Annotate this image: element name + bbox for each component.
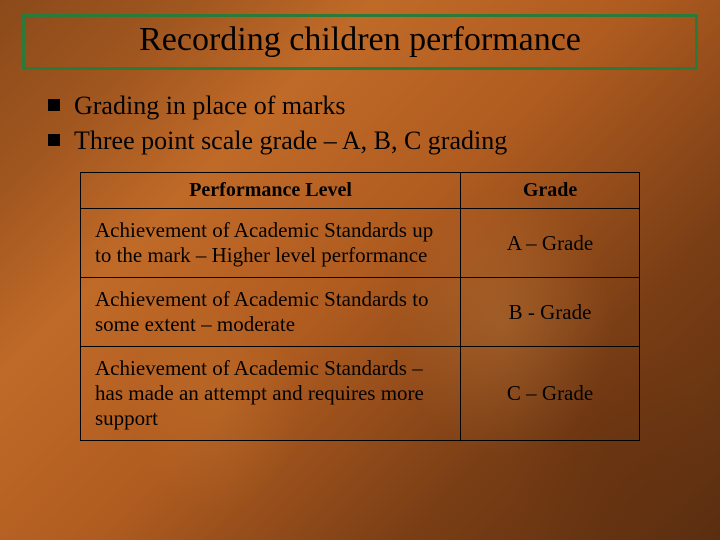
bullet-item: Grading in place of marks bbox=[46, 88, 698, 123]
grade-table-wrap: Performance Level Grade Achievement of A… bbox=[80, 172, 640, 441]
col-header-grade: Grade bbox=[461, 173, 640, 209]
perf-cell: Achievement of Academic Standards up to … bbox=[81, 209, 461, 278]
grade-cell: A – Grade bbox=[461, 209, 640, 278]
bullet-list: Grading in place of marks Three point sc… bbox=[46, 88, 698, 158]
slide-title: Recording children performance bbox=[33, 21, 687, 59]
title-box: Recording children performance bbox=[22, 14, 698, 70]
table-row: Achievement of Academic Standards to som… bbox=[81, 278, 640, 347]
col-header-performance: Performance Level bbox=[81, 173, 461, 209]
grade-cell: B - Grade bbox=[461, 278, 640, 347]
table-row: Achievement of Academic Standards up to … bbox=[81, 209, 640, 278]
grade-table: Performance Level Grade Achievement of A… bbox=[80, 172, 640, 441]
slide: Recording children performance Grading i… bbox=[0, 0, 720, 540]
perf-cell: Achievement of Academic Standards – has … bbox=[81, 347, 461, 441]
grade-cell: C – Grade bbox=[461, 347, 640, 441]
table-header-row: Performance Level Grade bbox=[81, 173, 640, 209]
perf-cell: Achievement of Academic Standards to som… bbox=[81, 278, 461, 347]
bullet-item: Three point scale grade – A, B, C gradin… bbox=[46, 123, 698, 158]
table-row: Achievement of Academic Standards – has … bbox=[81, 347, 640, 441]
